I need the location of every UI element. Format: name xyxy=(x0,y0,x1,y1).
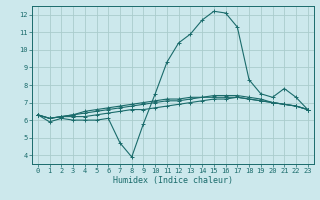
X-axis label: Humidex (Indice chaleur): Humidex (Indice chaleur) xyxy=(113,176,233,185)
